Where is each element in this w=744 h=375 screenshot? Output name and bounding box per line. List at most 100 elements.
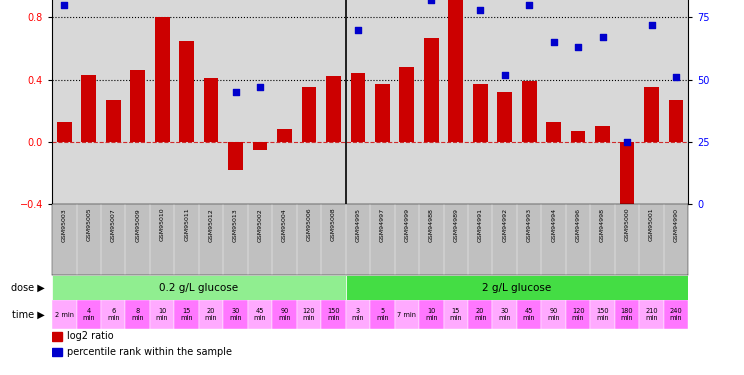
- Bar: [350, 74, 365, 142]
- Point: [670, 74, 682, 80]
- Text: 10
min: 10 min: [155, 308, 168, 321]
- Text: 30
min: 30 min: [498, 308, 511, 321]
- Text: 15
min: 15 min: [449, 308, 462, 321]
- Text: 90
min: 90 min: [548, 308, 560, 321]
- Text: 0.2 g/L glucose: 0.2 g/L glucose: [159, 283, 238, 293]
- Bar: [522, 81, 536, 142]
- Bar: [590, 300, 615, 329]
- Bar: [468, 300, 493, 329]
- Text: GSM94998: GSM94998: [600, 208, 605, 242]
- Text: 4
min: 4 min: [83, 308, 95, 321]
- Text: time ▶: time ▶: [12, 310, 45, 320]
- Bar: [199, 300, 223, 329]
- Bar: [321, 300, 346, 329]
- Text: 6
min: 6 min: [107, 308, 120, 321]
- Text: GSM94996: GSM94996: [576, 208, 580, 242]
- Text: GSM95013: GSM95013: [233, 208, 238, 242]
- Text: 120
min: 120 min: [572, 308, 585, 321]
- Bar: [517, 300, 542, 329]
- Text: 180
min: 180 min: [620, 308, 633, 321]
- Bar: [57, 122, 71, 142]
- Bar: [126, 300, 150, 329]
- Point: [230, 89, 242, 95]
- Point: [523, 2, 535, 8]
- Text: percentile rank within the sample: percentile rank within the sample: [67, 347, 231, 357]
- Bar: [106, 100, 121, 142]
- Bar: [498, 92, 512, 142]
- Text: GSM95010: GSM95010: [160, 208, 164, 242]
- Text: 20
min: 20 min: [474, 308, 487, 321]
- Text: 30
min: 30 min: [229, 308, 242, 321]
- Bar: [493, 300, 517, 329]
- Text: GSM94990: GSM94990: [673, 208, 679, 242]
- Bar: [400, 67, 414, 142]
- Text: 210
min: 210 min: [645, 308, 658, 321]
- Bar: [130, 70, 145, 142]
- Bar: [101, 300, 126, 329]
- Bar: [473, 84, 487, 142]
- Bar: [326, 76, 341, 142]
- Point: [548, 39, 559, 45]
- Bar: [204, 78, 219, 142]
- Point: [474, 7, 486, 13]
- Bar: [228, 142, 243, 170]
- Text: 2 g/L glucose: 2 g/L glucose: [482, 283, 551, 293]
- Bar: [571, 131, 586, 142]
- Bar: [301, 87, 316, 142]
- Text: 45
min: 45 min: [523, 308, 536, 321]
- Point: [572, 44, 584, 50]
- Bar: [443, 300, 468, 329]
- Text: GSM94989: GSM94989: [453, 208, 458, 242]
- Text: GSM95007: GSM95007: [111, 208, 116, 242]
- Bar: [346, 300, 371, 329]
- Text: GSM94994: GSM94994: [551, 208, 556, 242]
- Text: log2 ratio: log2 ratio: [67, 332, 113, 341]
- Text: GSM95004: GSM95004: [282, 208, 287, 242]
- Bar: [346, 276, 688, 300]
- Text: GSM95008: GSM95008: [331, 208, 336, 242]
- Bar: [297, 300, 321, 329]
- Bar: [615, 300, 639, 329]
- Text: 5
min: 5 min: [376, 308, 388, 321]
- Text: 20
min: 20 min: [205, 308, 217, 321]
- Text: 90
min: 90 min: [278, 308, 291, 321]
- Text: 8
min: 8 min: [132, 308, 144, 321]
- Bar: [371, 300, 394, 329]
- Bar: [52, 332, 62, 340]
- Text: GSM94988: GSM94988: [429, 208, 434, 242]
- Bar: [223, 300, 248, 329]
- Bar: [81, 75, 96, 142]
- Point: [426, 0, 437, 3]
- Text: GSM95002: GSM95002: [257, 208, 263, 242]
- Text: GSM94999: GSM94999: [404, 208, 409, 242]
- Bar: [52, 348, 62, 356]
- Bar: [52, 300, 77, 329]
- Text: 45
min: 45 min: [254, 308, 266, 321]
- Point: [254, 84, 266, 90]
- Point: [498, 72, 510, 78]
- Text: 120
min: 120 min: [303, 308, 315, 321]
- Bar: [424, 38, 439, 142]
- Text: GSM95009: GSM95009: [135, 208, 140, 242]
- Bar: [620, 142, 635, 223]
- Text: dose ▶: dose ▶: [11, 283, 45, 293]
- Bar: [566, 300, 590, 329]
- Bar: [394, 300, 419, 329]
- Bar: [644, 87, 659, 142]
- Bar: [546, 122, 561, 142]
- Bar: [272, 300, 297, 329]
- Text: GSM95011: GSM95011: [185, 208, 189, 242]
- Bar: [449, 0, 463, 142]
- Bar: [542, 300, 566, 329]
- Text: 150
min: 150 min: [596, 308, 609, 321]
- Bar: [278, 129, 292, 142]
- Text: GSM94995: GSM94995: [356, 208, 360, 242]
- Bar: [669, 100, 683, 142]
- Text: GSM95001: GSM95001: [649, 208, 654, 242]
- Bar: [595, 126, 610, 142]
- Text: 15
min: 15 min: [180, 308, 193, 321]
- Bar: [150, 300, 174, 329]
- Bar: [375, 84, 390, 142]
- Text: 7 min: 7 min: [397, 312, 417, 318]
- Text: GSM94997: GSM94997: [380, 208, 385, 242]
